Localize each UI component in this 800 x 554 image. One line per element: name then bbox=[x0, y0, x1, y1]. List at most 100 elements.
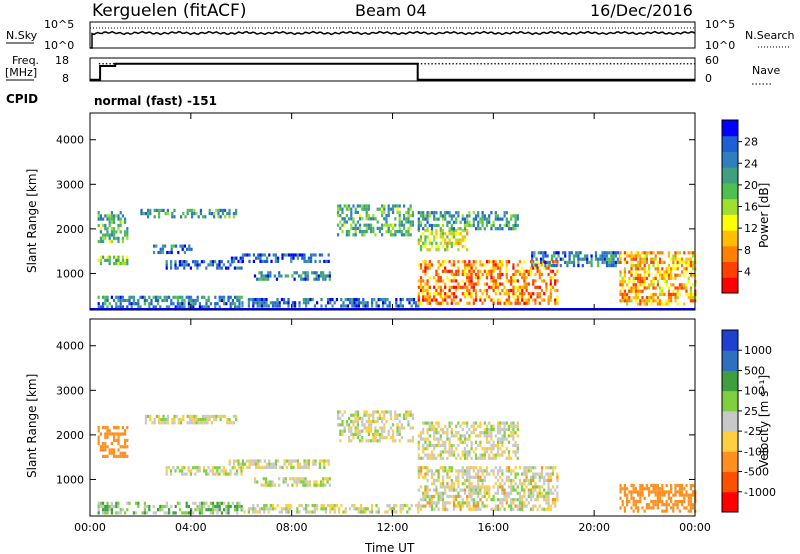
vel-cells-cell bbox=[365, 410, 368, 414]
power-cells-cell bbox=[628, 286, 631, 290]
vel-cells-cell bbox=[365, 420, 368, 424]
power-cells-cell bbox=[446, 248, 449, 252]
vel-cells-cell bbox=[441, 485, 445, 489]
vel-cells-cell bbox=[104, 432, 107, 436]
vel-cells-cell bbox=[335, 504, 338, 508]
power-cells-cell bbox=[387, 207, 390, 211]
vel-cells-cell bbox=[510, 478, 513, 483]
vel-cells-cell bbox=[201, 511, 204, 515]
vel-cells-cell bbox=[160, 421, 163, 425]
vel-cells-cell bbox=[534, 504, 537, 508]
vel-cells-cell bbox=[352, 413, 355, 417]
vel-cells-cell bbox=[372, 436, 375, 440]
power-cells-cell bbox=[407, 233, 410, 237]
power-cells-cell bbox=[166, 208, 169, 212]
vel-cells-cell bbox=[411, 416, 414, 420]
power-cells-cell bbox=[168, 295, 171, 299]
vel-cells-cell bbox=[403, 416, 406, 420]
power-cells-cell bbox=[661, 260, 664, 264]
power-cells-cell bbox=[692, 292, 695, 296]
power-cells-cell bbox=[661, 289, 664, 293]
power-cells-cell bbox=[648, 251, 651, 255]
power-cells-cell bbox=[104, 258, 107, 262]
vel-cells-cell bbox=[534, 466, 537, 470]
vel-cells-cell bbox=[634, 487, 637, 491]
power-cells-cell bbox=[228, 208, 231, 212]
power-cells-cell bbox=[337, 214, 340, 218]
power-cells-cell bbox=[407, 226, 410, 230]
power-cells-cell bbox=[435, 241, 438, 245]
power-cells-cell bbox=[139, 305, 142, 309]
vel-cells-cell bbox=[470, 443, 473, 448]
power-cells-cell bbox=[356, 220, 359, 224]
vel-cells-cell bbox=[461, 469, 464, 473]
power-cells-cell bbox=[488, 295, 491, 299]
power-cells-cell bbox=[461, 285, 464, 289]
power-cells-cell bbox=[523, 260, 526, 264]
power-cells-cell bbox=[590, 264, 593, 268]
vel-cells-cell bbox=[177, 418, 180, 422]
x-tick-label: 16:00 bbox=[477, 521, 509, 534]
vel-cells-cell bbox=[474, 488, 478, 492]
power-cells-cell bbox=[362, 301, 365, 305]
power-cells-cell bbox=[665, 267, 668, 271]
vel-cells-cell bbox=[630, 490, 633, 494]
power-cells-cell bbox=[533, 254, 536, 258]
vel-cells-cell bbox=[165, 511, 168, 515]
vel-cells-cell bbox=[444, 424, 447, 428]
vel-cells-cell bbox=[521, 504, 524, 508]
power-cells-cell bbox=[568, 251, 571, 255]
power-cells-cell bbox=[296, 256, 299, 260]
vel-cells-cell bbox=[117, 511, 120, 515]
vel-cells-cell bbox=[372, 410, 375, 414]
power-cells-cell bbox=[256, 298, 259, 302]
power-cells-cell bbox=[507, 260, 511, 264]
colorbar-tick-label: 100 bbox=[744, 385, 765, 398]
power-cells-cell bbox=[424, 295, 427, 299]
vel-cells-cell bbox=[143, 504, 146, 509]
vel-cells-cell bbox=[183, 472, 186, 476]
power-cells-cell bbox=[643, 270, 646, 274]
vel-cells-cell bbox=[306, 480, 309, 484]
power-cells-cell bbox=[616, 260, 620, 264]
vel-cells-cell bbox=[439, 494, 442, 499]
power-cells-cell bbox=[207, 305, 210, 309]
power-cells-cell bbox=[455, 285, 458, 289]
vel-cells-cell bbox=[683, 493, 686, 497]
vel-cells-cell bbox=[485, 498, 489, 502]
power-cells-cell bbox=[643, 286, 646, 290]
power-cells-cell bbox=[545, 282, 548, 286]
vel-cells-cell bbox=[485, 485, 489, 489]
power-cells-cell bbox=[177, 250, 180, 255]
vel-cells-cell bbox=[289, 504, 292, 508]
velocity-colorbar-label: Velocity [m s⁻¹] bbox=[757, 375, 771, 468]
vel-cells-cell bbox=[152, 511, 155, 515]
power-cells-cell bbox=[214, 295, 217, 299]
vel-cells-cell bbox=[492, 427, 495, 432]
power-cells-cell bbox=[185, 295, 188, 299]
power-cells-cell bbox=[586, 257, 589, 261]
power-cells-cell bbox=[459, 227, 462, 231]
vel-cells-cell bbox=[516, 450, 519, 454]
power-cells-cell bbox=[221, 212, 224, 216]
vel-cells-cell bbox=[448, 424, 451, 428]
vel-cells-cell bbox=[370, 423, 373, 427]
power-cells-cell bbox=[676, 251, 679, 255]
power-cells-cell bbox=[124, 262, 127, 266]
vel-cells-cell bbox=[556, 472, 559, 476]
freq-label-2: [MHz] bbox=[5, 66, 37, 79]
vel-cells-cell bbox=[452, 498, 456, 502]
power-cells-cell bbox=[97, 258, 100, 262]
vel-cells-cell bbox=[439, 491, 442, 495]
power-cells-cell bbox=[581, 257, 584, 261]
vel-cells-cell bbox=[207, 504, 210, 509]
vel-cells-cell bbox=[441, 427, 445, 432]
power-cells-cell bbox=[396, 204, 399, 208]
power-cells-cell bbox=[687, 292, 690, 296]
power-cells-cell bbox=[433, 285, 436, 289]
power-cells-cell bbox=[663, 280, 666, 284]
vel-cells-cell bbox=[303, 462, 306, 466]
vel-cells-cell bbox=[621, 499, 624, 504]
power-cells-cell bbox=[208, 212, 211, 216]
power-cells-cell bbox=[687, 296, 690, 300]
